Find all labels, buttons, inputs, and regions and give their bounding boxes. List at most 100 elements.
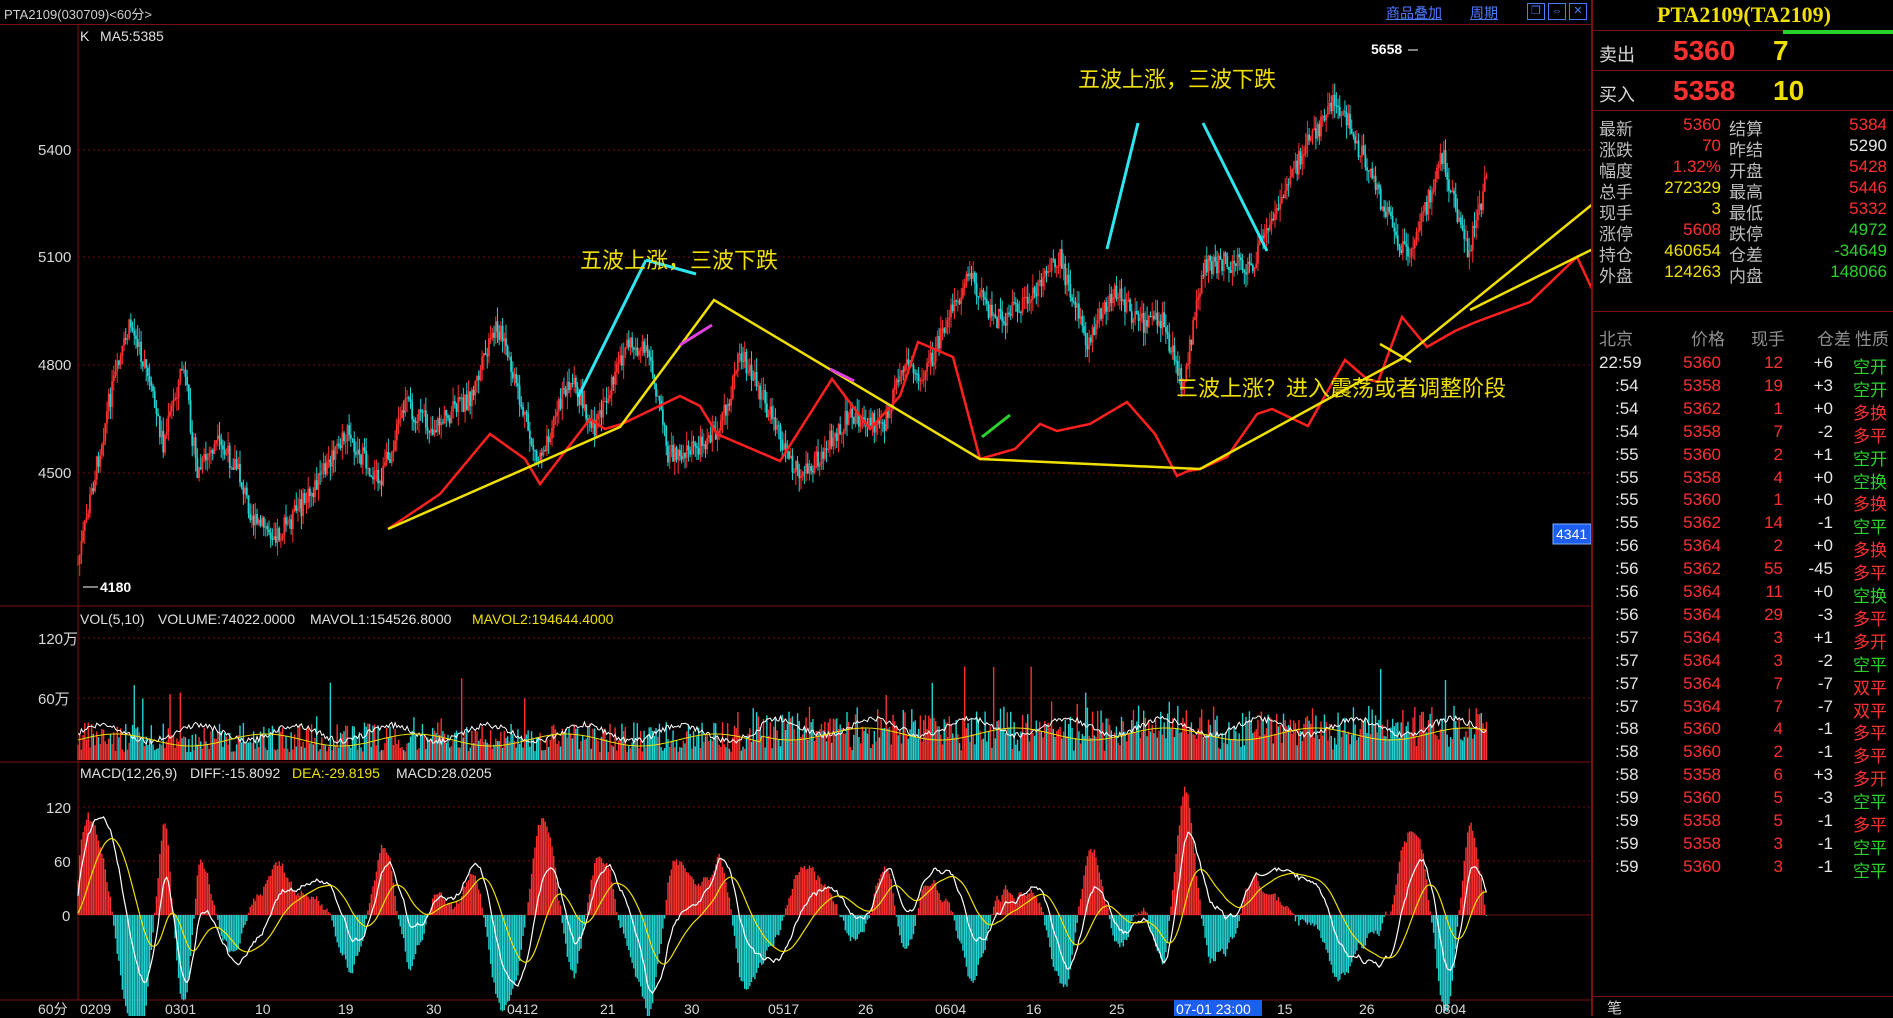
candle-body <box>452 401 455 412</box>
kline-chart[interactable]: K MA5:5385 VOL(5,10) VOLUME:74022.0000 M… <box>0 24 1591 1016</box>
candle-body <box>1366 167 1368 171</box>
tick-row[interactable]: :57 5364 3 +1 多开 <box>1593 625 1893 652</box>
candle-body <box>314 480 316 498</box>
candle-body <box>573 377 576 384</box>
candle-body <box>916 373 918 375</box>
candle-body <box>283 517 286 536</box>
tick-row[interactable]: :57 5364 7 -7 双平 <box>1593 694 1893 721</box>
tick-row[interactable]: :56 5362 55 -45 多平 <box>1593 556 1893 583</box>
tick-row[interactable]: :57 5364 3 -2 空平 <box>1593 648 1893 675</box>
time-label: 25 <box>1109 1001 1125 1016</box>
tick-row[interactable]: :54 5362 1 +0 多换 <box>1593 396 1893 423</box>
candle-body <box>968 273 971 277</box>
candle-body <box>1168 334 1171 352</box>
tick-oi: -7 <box>1817 696 1833 716</box>
candle-body <box>692 441 695 444</box>
candle-body <box>1413 240 1416 249</box>
tick-row[interactable]: :55 5360 1 +0 多换 <box>1593 487 1893 514</box>
candle-body <box>419 409 422 412</box>
tick-row[interactable]: :56 5364 29 -3 多平 <box>1593 602 1893 629</box>
maximize-icon[interactable]: ⇔ <box>1548 3 1566 20</box>
candle-body <box>1229 269 1232 273</box>
tick-row[interactable]: :55 5360 2 +1 空开 <box>1593 442 1893 469</box>
candle-body <box>206 456 209 461</box>
candle-body <box>1064 263 1067 286</box>
candle-body <box>399 418 402 420</box>
candle-body <box>136 338 139 347</box>
candle-body <box>546 435 548 452</box>
candle-body <box>588 421 591 424</box>
candle-body <box>632 347 635 350</box>
tick-row[interactable]: :58 5358 6 +3 多开 <box>1593 762 1893 789</box>
overlay-commodity-link[interactable]: 商品叠加 <box>1386 5 1442 21</box>
candle-body <box>421 411 424 413</box>
candle-body <box>1424 202 1426 212</box>
candle-body <box>268 529 270 533</box>
candle-body <box>402 410 405 413</box>
candle-body <box>1228 266 1230 270</box>
candle-body <box>269 532 272 539</box>
candle-body <box>975 283 978 297</box>
tick-row[interactable]: :54 5358 19 +3 空开 <box>1593 373 1893 400</box>
candle-body <box>191 432 194 446</box>
candle-body <box>273 536 275 540</box>
candle-body <box>361 447 364 465</box>
tick-price: 5360 <box>1683 353 1721 372</box>
candle-body <box>170 405 173 412</box>
candle-body <box>1127 299 1130 303</box>
candle-body <box>1367 170 1370 172</box>
tick-row[interactable]: :56 5364 11 +0 空换 <box>1593 579 1893 606</box>
candle-body <box>82 530 85 542</box>
tick-row[interactable]: :55 5358 4 +0 空换 <box>1593 465 1893 492</box>
tick-row[interactable]: :59 5360 3 -1 空平 <box>1593 854 1893 881</box>
tick-row[interactable]: 22:59 5360 12 +6 空开 <box>1593 350 1893 377</box>
candle-body <box>1262 235 1264 239</box>
tick-type: 空开 <box>1853 380 1887 400</box>
candle-body <box>441 422 444 424</box>
candle-body <box>1453 190 1455 195</box>
candle-body <box>147 367 149 377</box>
stat-value: 5384 <box>1849 115 1887 134</box>
candle-body <box>1190 339 1193 345</box>
volume-tick: 120万 <box>38 631 78 648</box>
restore-icon[interactable]: ❐ <box>1527 3 1545 20</box>
candle-body <box>302 493 304 517</box>
tick-vol: 7 <box>1773 696 1783 716</box>
tick-row[interactable]: :59 5360 5 -3 空平 <box>1593 785 1893 812</box>
tick-row[interactable]: :55 5362 14 -1 空平 <box>1593 510 1893 537</box>
candle-body <box>771 406 773 420</box>
stat-row: 外盘 124263 内盘 148066 <box>1593 260 1893 286</box>
tick-type: 空换 <box>1853 472 1887 492</box>
tick-row[interactable]: :54 5358 7 -2 多平 <box>1593 419 1893 446</box>
candle-body <box>1134 311 1137 320</box>
tick-row[interactable]: :59 5358 5 -1 多平 <box>1593 808 1893 835</box>
candle-body <box>182 369 185 371</box>
tick-row[interactable]: :58 5360 4 -1 多平 <box>1593 716 1893 743</box>
tick-row[interactable]: :56 5364 2 +0 多换 <box>1593 533 1893 560</box>
tick-row[interactable]: :58 5360 2 -1 多平 <box>1593 739 1893 766</box>
tab-trades[interactable]: 笔 <box>1607 1000 1623 1017</box>
tick-oi: -45 <box>1808 559 1833 579</box>
tick-row[interactable]: :59 5358 3 -1 空平 <box>1593 831 1893 858</box>
period-link[interactable]: 周期 <box>1470 5 1498 21</box>
candle-body <box>1040 279 1043 287</box>
candle-body <box>1202 275 1205 277</box>
candle-body <box>709 435 712 443</box>
candle-body <box>326 462 328 475</box>
candle-body <box>1147 315 1150 327</box>
tick-vol: 19 <box>1764 375 1783 395</box>
candle-body <box>1326 106 1329 115</box>
tick-oi: +0 <box>1813 467 1833 487</box>
candle-body <box>619 355 622 363</box>
candle-body <box>1442 150 1445 165</box>
tick-row[interactable]: :57 5364 7 -7 双平 <box>1593 671 1893 698</box>
candle-body <box>556 411 559 417</box>
candle-body <box>939 328 942 349</box>
candle-body <box>760 391 763 400</box>
candle-body <box>754 372 756 380</box>
tick-time: :59 <box>1615 788 1639 808</box>
stat-label: 涨跌 <box>1599 141 1633 160</box>
candle-body <box>985 299 988 304</box>
close-icon[interactable]: ✕ <box>1569 3 1587 20</box>
bottom-tab[interactable]: 笔 <box>1593 996 1893 1017</box>
